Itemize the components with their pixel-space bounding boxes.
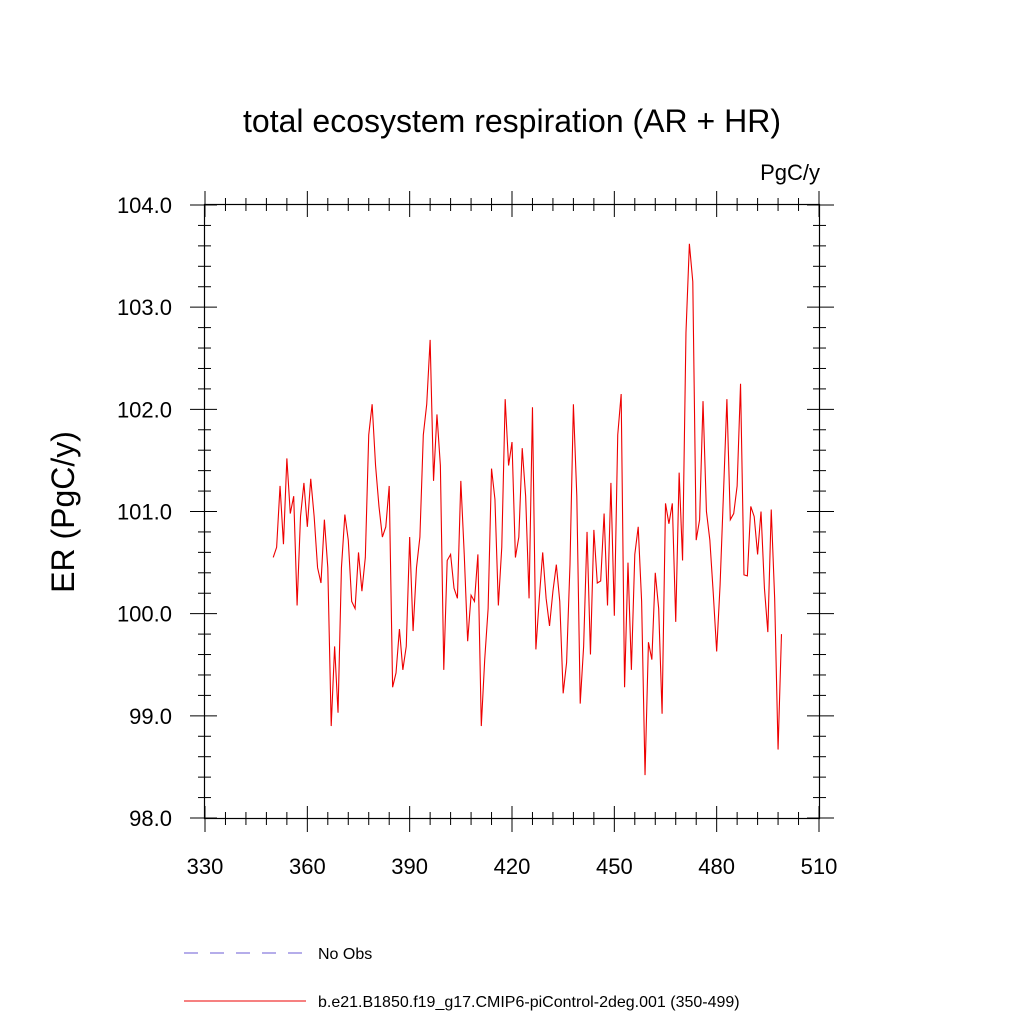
- legend-label-model: b.e21.B1850.f19_g17.CMIP6-piControl-2deg…: [318, 994, 740, 1011]
- x-tick-label: 360: [289, 854, 326, 879]
- y-tick-label: 103.0: [117, 295, 172, 320]
- chart-title: total ecosystem respiration (AR + HR): [243, 103, 781, 139]
- series-layer: [272, 243, 783, 776]
- axis-ticks: [190, 191, 834, 832]
- tick-labels: 330 360 390 420 450 480 510 98.0 99.0 100.0 101.0 1…: [117, 193, 837, 879]
- y-tick-label: 99.0: [129, 704, 172, 729]
- x-tick-label: 510: [801, 854, 838, 879]
- y-tick-label: 101.0: [117, 500, 172, 525]
- y-tick-label: 100.0: [117, 602, 172, 627]
- legend-label-no-obs: No Obs: [318, 946, 372, 963]
- x-tick-label: 420: [494, 854, 531, 879]
- y-tick-label: 102.0: [117, 397, 172, 422]
- x-tick-label: 480: [698, 854, 735, 879]
- plot-frame: [203, 203, 821, 820]
- series-line: [272, 243, 783, 776]
- x-tick-label: 330: [187, 854, 224, 879]
- y-axis-label: ER (PgC/y): [45, 431, 81, 593]
- y-tick-label: 104.0: [117, 193, 172, 218]
- x-tick-label: 450: [596, 854, 633, 879]
- x-tick-label: 390: [391, 854, 428, 879]
- y-tick-label: 98.0: [129, 806, 172, 831]
- units-label: PgC/y: [760, 160, 820, 185]
